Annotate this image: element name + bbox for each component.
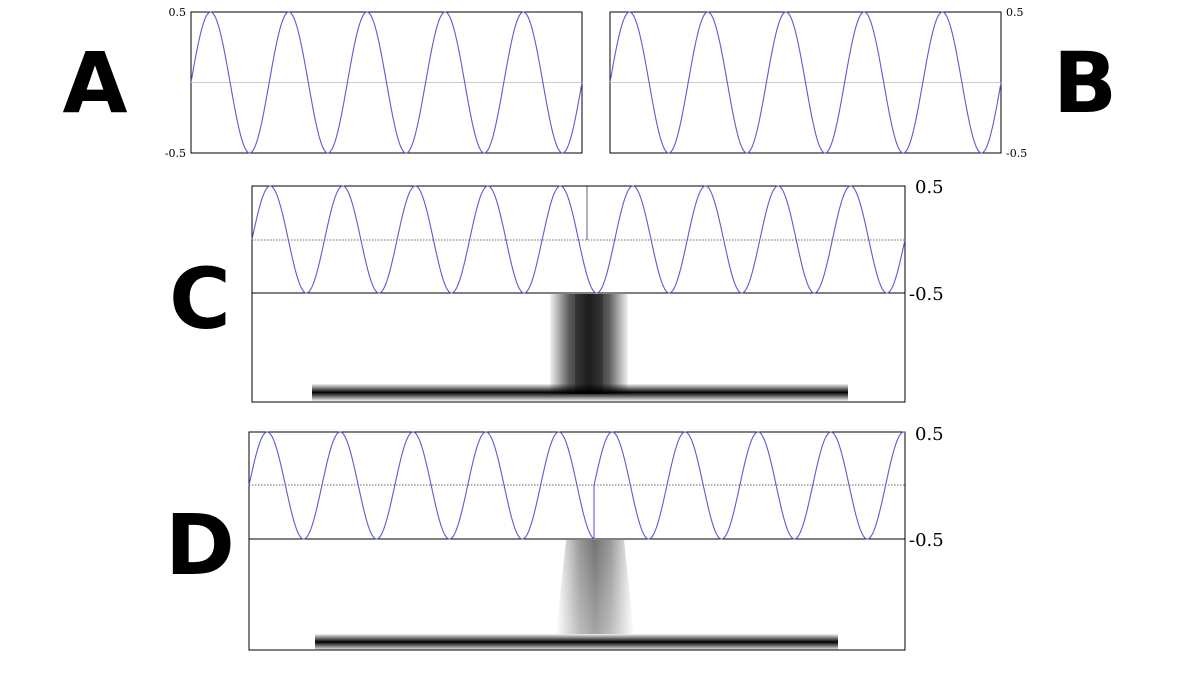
panel-a-ytick-bottom: -0.5 — [165, 147, 186, 160]
panel-d: 0.5 -0.5 — [248, 424, 944, 651]
panel-label-a: A — [62, 34, 127, 132]
panel-c-spectrogram-core — [575, 294, 603, 394]
panel-c-spectrogram-column — [550, 294, 628, 394]
panel-a: 0.5 -0.5 — [165, 6, 583, 160]
panel-d-ytick-top: 0.5 — [915, 424, 944, 445]
panel-c-frame — [251, 185, 906, 403]
panel-c-ytick-top: 0.5 — [915, 177, 944, 198]
panel-d-spectrogram-band — [315, 634, 838, 650]
panel-b: 0.5 -0.5 — [609, 6, 1027, 160]
panel-label-d: D — [165, 496, 235, 594]
panel-a-waveform — [190, 11, 583, 154]
panel-b-waveform — [609, 11, 1002, 154]
panel-b-ytick-bottom: -0.5 — [1006, 147, 1027, 160]
panel-label-b: B — [1053, 34, 1117, 132]
panel-c-waveform — [251, 185, 906, 294]
panel-label-c: C — [169, 250, 231, 348]
panel-d-spectrogram-fade — [556, 540, 634, 634]
panel-c: 0.5 -0.5 — [251, 177, 944, 403]
panel-d-ytick-bottom: -0.5 — [909, 530, 944, 551]
panel-d-waveform — [248, 431, 906, 540]
panel-a-ytick-top: 0.5 — [169, 6, 187, 19]
panel-b-ytick-top: 0.5 — [1006, 6, 1024, 19]
panel-c-ytick-bottom: -0.5 — [909, 284, 944, 305]
